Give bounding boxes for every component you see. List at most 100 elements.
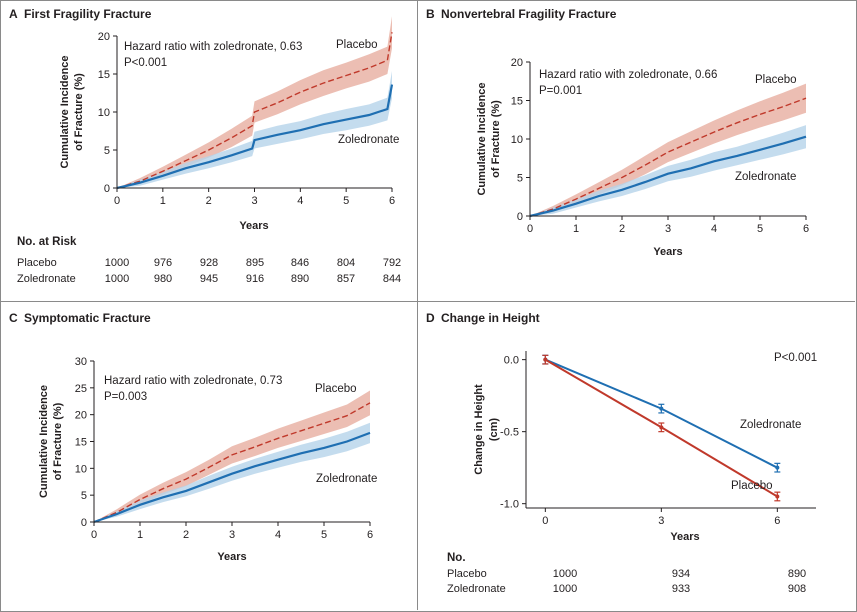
risk-cell: 804 bbox=[336, 257, 356, 269]
panel-a-y-tick-label: 15 bbox=[98, 69, 110, 81]
panel-d-y-axis-label-line2: (cm) bbox=[488, 418, 500, 442]
risk-cell: 846 bbox=[290, 257, 310, 269]
panel-divider-horizontal bbox=[0, 301, 855, 302]
risk-cell: 895 bbox=[245, 257, 265, 269]
panel-b-x-tick-label: 2 bbox=[619, 223, 625, 235]
panel-c-y-tick-label: 25 bbox=[75, 383, 87, 395]
panel-a-x-tick-label: 5 bbox=[343, 195, 349, 207]
panel-a-x-tick-label: 3 bbox=[251, 195, 257, 207]
panel-c-x-tick-label: 3 bbox=[229, 529, 235, 541]
risk-cell: 980 bbox=[153, 273, 173, 285]
panel-d-y-tick-label: -1.0 bbox=[500, 499, 519, 511]
panel-b-x-tick-label: 6 bbox=[803, 223, 809, 235]
panel-b-letter: B bbox=[426, 7, 435, 21]
panel-b-placebo-label: Placebo bbox=[755, 74, 797, 86]
panel-b-x-tick-label: 4 bbox=[711, 223, 717, 235]
panel-c-x-tick-label: 1 bbox=[137, 529, 143, 541]
panel-d-title-text: Change in Height bbox=[441, 311, 540, 325]
risk-row-label: Zoledronate bbox=[17, 273, 76, 285]
panel-c-x-tick-label: 0 bbox=[91, 529, 97, 541]
panel-a-hazard-ratio-annotation: Hazard ratio with zoledronate, 0.63 bbox=[124, 41, 302, 53]
panel-b-x-tick-label: 1 bbox=[573, 223, 579, 235]
risk-cell: 1000 bbox=[104, 273, 130, 285]
panel-c-y-tick-label: 5 bbox=[81, 490, 87, 502]
panel-b-y-tick-label: 0 bbox=[517, 211, 523, 223]
panel-a-title: A First Fragility Fracture bbox=[9, 7, 151, 21]
panel-c-title-text: Symptomatic Fracture bbox=[24, 311, 151, 325]
panel-c-zoledronate-line bbox=[93, 431, 371, 524]
panel-b-placebo-line bbox=[529, 97, 807, 217]
panel-a-placebo-line bbox=[116, 32, 393, 189]
panel-a-x-tick-label: 2 bbox=[206, 195, 212, 207]
panel-c-y-tick-label: 30 bbox=[75, 356, 87, 368]
panel-a-y-tick-label: 0 bbox=[104, 183, 110, 195]
panel-a-x-tick-label: 1 bbox=[160, 195, 166, 207]
panel-b-zoledronate-line bbox=[529, 135, 807, 218]
panel-c-plot: 0 1 2 3 4 5 6 0 5 10 15 20 25 30 Years Cumulative Incid… bbox=[38, 356, 377, 563]
risk-cell: 934 bbox=[671, 568, 691, 580]
panel-a-zoledronate-line bbox=[116, 84, 394, 190]
panel-c-x-tick-label: 6 bbox=[367, 529, 373, 541]
risk-table-d: No. Placebo 1000 934 890 Zoledronate 1000 933 9… bbox=[447, 552, 847, 602]
panel-c-y-tick-label: 20 bbox=[75, 410, 87, 422]
risk-row-label: Zoledronate bbox=[447, 583, 506, 595]
panel-a-placebo-ci-band bbox=[117, 16, 392, 189]
panel-d-title: D Change in Height bbox=[426, 311, 540, 325]
panel-d-zoledronate-point bbox=[775, 465, 780, 470]
panel-a-x-tick-label: 6 bbox=[389, 195, 395, 207]
panel-a-x-tick-label: 0 bbox=[114, 195, 120, 207]
panel-d-y-axis-label: Change in Height bbox=[473, 384, 485, 475]
panel-a-y-tick-label: 20 bbox=[98, 31, 110, 43]
panel-a-y-axis-label: Cumulative Incidence bbox=[59, 55, 71, 168]
panel-b-x-tick-label: 0 bbox=[527, 223, 533, 235]
risk-cell: 857 bbox=[336, 273, 356, 285]
panel-a-zoledronate-ci-band bbox=[117, 71, 392, 188]
risk-cell: 890 bbox=[290, 273, 310, 285]
risk-cell: 908 bbox=[787, 583, 807, 595]
panel-c-y-tick-label: 0 bbox=[81, 517, 87, 529]
panel-b-zoledronate-ci-band bbox=[530, 125, 806, 216]
panel-b-x-axis-label: Years bbox=[653, 246, 682, 258]
panel-c-p-value-annotation: P=0.003 bbox=[104, 391, 147, 403]
panel-d-letter: D bbox=[426, 311, 435, 325]
panel-a-y-tick-label: 5 bbox=[104, 145, 110, 157]
panel-c-y-axis-label: Cumulative Incidence bbox=[38, 385, 50, 498]
panel-d-zoledronate-label: Zoledronate bbox=[740, 419, 801, 431]
panel-a-y-tick-label: 10 bbox=[98, 107, 110, 119]
panel-divider-vertical bbox=[417, 0, 418, 610]
risk-cell: 890 bbox=[787, 568, 807, 580]
panel-b-zoledronate-label: Zoledronate bbox=[735, 171, 796, 183]
panel-c-title: C Symptomatic Fracture bbox=[9, 311, 151, 325]
panel-c-placebo-label: Placebo bbox=[315, 383, 357, 395]
risk-cell: 1000 bbox=[552, 568, 578, 580]
risk-table-a: No. at Risk Placebo 1000 976 928 895 846 804 79… bbox=[17, 236, 407, 292]
panel-a-placebo-label: Placebo bbox=[336, 39, 378, 51]
risk-table-a-heading: No. at Risk bbox=[17, 236, 77, 248]
panel-c-y-axis-label-line2: of Fracture (%) bbox=[52, 402, 64, 480]
panel-d-plot: 0 3 6 0.0 -0.5 -1.0 Years Change in Height (cm) P… bbox=[473, 351, 817, 543]
panel-c-x-axis-label: Years bbox=[217, 551, 246, 563]
panel-d-x-tick-label: 0 bbox=[542, 515, 548, 527]
risk-table-d-heading: No. bbox=[447, 552, 466, 564]
panel-b-title-text: Nonvertebral Fragility Fracture bbox=[441, 7, 617, 21]
risk-cell: 1000 bbox=[552, 583, 578, 595]
panel-b-y-tick-label: 10 bbox=[511, 134, 523, 146]
panel-c-x-tick-label: 4 bbox=[275, 529, 281, 541]
panel-d-placebo-point bbox=[543, 357, 548, 362]
panel-c-letter: C bbox=[9, 311, 18, 325]
panel-b-y-axis-label-line2: of Fracture (%) bbox=[490, 100, 502, 178]
panel-c-x-tick-label: 2 bbox=[183, 529, 189, 541]
panel-d-placebo-point bbox=[775, 494, 780, 499]
panel-d-placebo-label: Placebo bbox=[731, 480, 773, 492]
panel-a-p-value-annotation: P<0.001 bbox=[124, 57, 167, 69]
risk-cell: 792 bbox=[382, 257, 402, 269]
panel-d-placebo-point bbox=[659, 425, 664, 430]
panel-d-y-tick-label: -0.5 bbox=[500, 427, 519, 439]
risk-cell: 844 bbox=[382, 273, 402, 285]
risk-row-label: Placebo bbox=[447, 568, 487, 580]
panel-a-zoledronate-label: Zoledronate bbox=[338, 134, 399, 146]
panel-b-y-axis-label: Cumulative Incidence bbox=[476, 82, 488, 195]
panel-b-title: B Nonvertebral Fragility Fracture bbox=[426, 7, 616, 21]
panel-b-y-tick-label: 15 bbox=[511, 96, 523, 108]
panel-d-zoledronate-point bbox=[659, 406, 664, 411]
